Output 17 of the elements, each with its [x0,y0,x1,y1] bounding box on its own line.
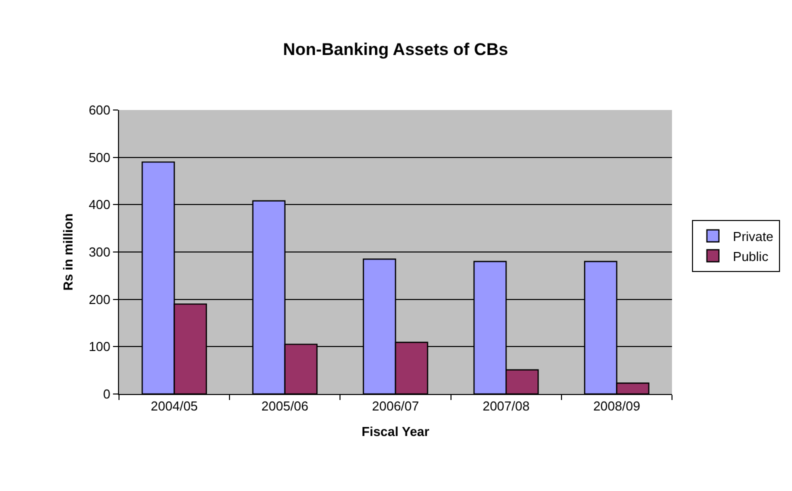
y-tick-label: 400 [88,197,110,212]
x-tick-label: 2008/09 [593,398,640,414]
x-axis-title: Fiscal Year [362,424,430,440]
y-tick-label: 200 [88,292,110,307]
y-tick-label: 300 [88,244,110,260]
y-tick-label: 100 [88,339,110,354]
legend-label: Public [732,248,769,264]
chart-title: Non-Banking Assets of CBs [282,40,508,60]
x-tick-label: 2006/07 [372,398,419,414]
y-tick-label: 0 [103,386,110,402]
y-tick-label: 500 [88,150,110,165]
y-axis-title: Rs in million [60,213,76,291]
y-tick-label: 600 [88,102,110,118]
legend-label: Private [732,228,774,244]
x-tick-label: 2005/06 [261,398,308,414]
x-tick-label: 2007/08 [482,398,530,414]
x-tick-label: 2004/05 [150,398,198,414]
